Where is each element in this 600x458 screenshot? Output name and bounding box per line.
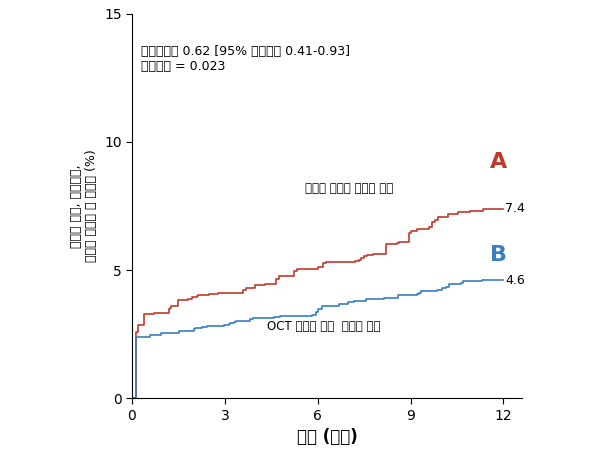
Text: 7.4: 7.4: [505, 202, 525, 215]
Y-axis label: 심장성 사망, 심근경색,
스텐트 혈전증 및 재관류 (%): 심장성 사망, 심근경색, 스텐트 혈전증 및 재관류 (%): [70, 150, 98, 262]
Text: 조영술 기반의 스텐트 시술: 조영술 기반의 스텐트 시술: [305, 182, 393, 195]
X-axis label: 시간 (개월): 시간 (개월): [296, 428, 358, 447]
Text: OCT 유도에 따른  스텐트 시술: OCT 유도에 따른 스텐트 시술: [267, 320, 380, 333]
Text: 4.6: 4.6: [505, 274, 525, 287]
Text: 상대위험도 0.62 [95% 신뢰구간 0.41-0.93]
유의수준 = 0.023: 상대위험도 0.62 [95% 신뢰구간 0.41-0.93] 유의수준 = 0…: [141, 44, 350, 72]
Text: A: A: [490, 153, 508, 173]
Text: B: B: [490, 245, 507, 265]
